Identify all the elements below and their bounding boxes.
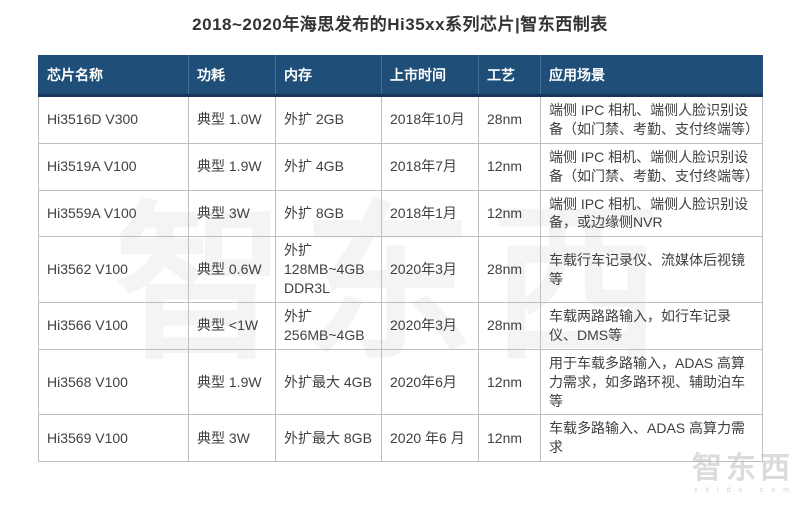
cell-application: 端侧 IPC 相机、端侧人脸识别设备，或边缘侧NVR	[540, 189, 763, 238]
cell-memory: 外扩 8GB	[275, 189, 382, 238]
cell-application: 端侧 IPC 相机、端侧人脸识别设备（如门禁、考勤、支付终端等）	[540, 142, 763, 191]
watermark-brand-text: 智东西	[692, 452, 794, 485]
cell-application: 车载两路路输入，如行车记录仪、DMS等	[540, 302, 763, 350]
cell-name: Hi3519A V100	[38, 142, 189, 191]
table-row: Hi3568 V100 典型 1.9W 外扩最大 4GB 2020年6月 12nm 用于车…	[38, 348, 763, 416]
cell-launch: 2018年1月	[381, 189, 479, 238]
column-header-application: 应用场景	[540, 55, 763, 97]
table-row: Hi3519A V100 典型 1.9W 外扩 4GB 2018年7月 12nm 端侧 I…	[38, 142, 763, 191]
cell-power: 典型 1.9W	[188, 348, 276, 416]
column-header-launch: 上市时间	[381, 55, 479, 97]
watermark-brand: 智东西 z h i d x . c o m	[692, 452, 794, 494]
cell-power: 典型 0.6W	[188, 236, 276, 304]
cell-process: 28nm	[478, 236, 541, 304]
table-row: Hi3559A V100 典型 3W 外扩 8GB 2018年1月 12nm 端侧 IPC…	[38, 189, 763, 238]
cell-power: 典型 1.9W	[188, 142, 276, 191]
cell-process: 12nm	[478, 142, 541, 191]
chips-table: 芯片名称 功耗 内存 上市时间 工艺 应用场景 Hi3516D V300 典型 1.0W 外扩…	[38, 55, 763, 463]
column-header-power: 功耗	[188, 55, 276, 97]
cell-power: 典型 3W	[188, 189, 276, 238]
cell-name: Hi3566 V100	[38, 302, 189, 350]
column-header-name: 芯片名称	[38, 55, 189, 97]
cell-name: Hi3559A V100	[38, 189, 189, 238]
cell-name: Hi3569 V100	[38, 414, 189, 463]
cell-name: Hi3516D V300	[38, 95, 189, 144]
cell-launch: 2020年6月	[381, 348, 479, 416]
page-title: 2018~2020年海思发布的Hi35xx系列芯片|智东西制表	[192, 15, 608, 34]
cell-launch: 2020 年6 月	[381, 414, 479, 463]
cell-process: 12nm	[478, 414, 541, 463]
cell-memory: 外扩 128MB~4GB DDR3L	[275, 236, 382, 304]
cell-application: 端侧 IPC 相机、端侧人脸识别设备（如门禁、考勤、支付终端等）	[540, 95, 763, 144]
cell-memory: 外扩最大 4GB	[275, 348, 382, 416]
cell-memory: 外扩 4GB	[275, 142, 382, 191]
cell-launch: 2018年10月	[381, 95, 479, 144]
cell-application: 用于车载多路输入，ADAS 高算力需求，如多路环视、辅助泊车等	[540, 348, 763, 416]
cell-memory: 外扩最大 8GB	[275, 414, 382, 463]
table-row: Hi3562 V100 典型 0.6W 外扩 128MB~4GB DDR3L 2020…	[38, 236, 763, 304]
cell-process: 28nm	[478, 95, 541, 144]
cell-launch: 2020年3月	[381, 236, 479, 304]
cell-launch: 2020年3月	[381, 302, 479, 350]
cell-launch: 2018年7月	[381, 142, 479, 191]
column-header-process: 工艺	[478, 55, 541, 97]
table-row: Hi3566 V100 典型 <1W 外扩 256MB~4GB 2020年3月 28nm…	[38, 302, 763, 350]
cell-name: Hi3568 V100	[38, 348, 189, 416]
cell-power: 典型 <1W	[188, 302, 276, 350]
cell-process: 28nm	[478, 302, 541, 350]
cell-application: 车载多路输入、ADAS 高算力需求	[540, 414, 763, 463]
cell-process: 12nm	[478, 348, 541, 416]
table-row: Hi3569 V100 典型 3W 外扩最大 8GB 2020 年6 月 12nm 车载多…	[38, 414, 763, 463]
cell-name: Hi3562 V100	[38, 236, 189, 304]
table-header-row: 芯片名称 功耗 内存 上市时间 工艺 应用场景	[38, 55, 763, 97]
cell-power: 典型 1.0W	[188, 95, 276, 144]
column-header-memory: 内存	[275, 55, 382, 97]
cell-memory: 外扩 2GB	[275, 95, 382, 144]
cell-application: 车载行车记录仪、流媒体后视镜等	[540, 236, 763, 304]
table-row: Hi3516D V300 典型 1.0W 外扩 2GB 2018年10月 28nm 端侧 …	[38, 95, 763, 144]
cell-memory: 外扩 256MB~4GB	[275, 302, 382, 350]
cell-process: 12nm	[478, 189, 541, 238]
watermark-brand-subtext: z h i d x . c o m	[693, 487, 793, 494]
cell-power: 典型 3W	[188, 414, 276, 463]
